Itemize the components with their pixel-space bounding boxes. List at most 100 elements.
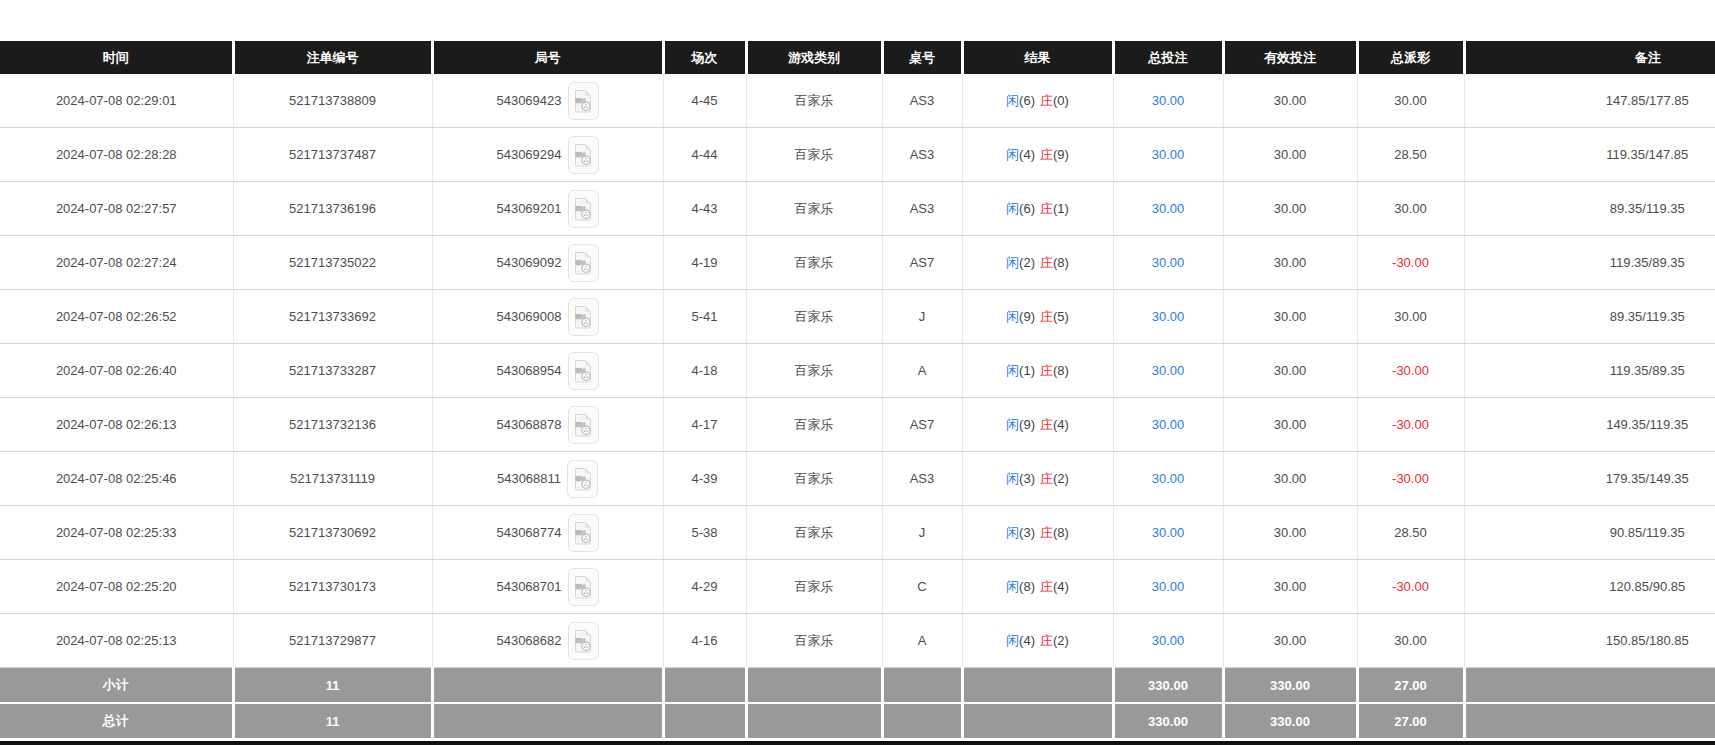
player-result-label: 闲	[1006, 471, 1019, 486]
game-type-cell: 百家乐	[746, 182, 882, 236]
total-bet-link[interactable]: 30.00	[1152, 525, 1185, 540]
video-replay-button[interactable]	[568, 406, 599, 444]
round-number: 543068811	[497, 471, 561, 486]
banker-result-label: 庄	[1040, 417, 1053, 432]
round-number: 543069423	[496, 93, 561, 108]
video-replay-button[interactable]	[568, 82, 599, 120]
player-result-points: (6)	[1019, 201, 1035, 216]
total-payout-cell: -30.00	[1357, 398, 1464, 452]
total-empty-game-type-cell	[746, 703, 882, 738]
video-replay-button[interactable]	[567, 460, 598, 498]
banker-result-points: (0)	[1053, 93, 1069, 108]
video-file-icon	[573, 197, 593, 221]
valid-bet-cell: 30.00	[1223, 452, 1357, 506]
round-number: 543068954	[496, 363, 561, 378]
table-number-cell: AS3	[882, 74, 962, 128]
bet-number-cell: 521713731119	[233, 452, 432, 506]
total-bet-link[interactable]: 30.00	[1152, 93, 1185, 108]
video-replay-button[interactable]	[568, 568, 599, 606]
total-bet-cell: 30.00	[1113, 128, 1223, 182]
time-cell: 2024-07-08 02:25:46	[0, 452, 233, 506]
banker-result-points: (9)	[1053, 147, 1069, 162]
result-cell: 闲(6)庄(0)	[962, 74, 1113, 128]
table-number-cell: J	[882, 290, 962, 344]
total-bet-link[interactable]: 30.00	[1152, 147, 1185, 162]
banker-result-label: 庄	[1040, 255, 1053, 270]
time-cell: 2024-07-08 02:26:52	[0, 290, 233, 344]
total-payout-cell: -30.00	[1357, 344, 1464, 398]
total-total-payout: 27.00	[1357, 703, 1464, 738]
table-head: 时间注单编号局号场次游戏类别桌号结果总投注有效投注总派彩备注	[0, 41, 1715, 74]
valid-bet-cell: 30.00	[1223, 290, 1357, 344]
header-remark: 备注	[1464, 41, 1715, 74]
banker-result-points: (8)	[1053, 255, 1069, 270]
player-result-label: 闲	[1006, 525, 1019, 540]
subtotal-valid-bet: 330.00	[1223, 668, 1357, 704]
video-replay-button[interactable]	[568, 352, 599, 390]
game-type-cell: 百家乐	[746, 452, 882, 506]
total-bet-cell: 30.00	[1113, 506, 1223, 560]
header-result: 结果	[962, 41, 1113, 74]
player-result-label: 闲	[1006, 309, 1019, 324]
subtotal-empty-round-cell	[432, 668, 663, 704]
round-cell: 543069092	[432, 236, 663, 290]
video-replay-button[interactable]	[568, 298, 599, 336]
total-bet-cell: 30.00	[1113, 452, 1223, 506]
video-replay-button[interactable]	[568, 622, 599, 660]
header-time: 时间	[0, 41, 233, 74]
bet-records-table-wrap: 时间注单编号局号场次游戏类别桌号结果总投注有效投注总派彩备注 2024-07-0…	[0, 41, 1715, 738]
banker-result-points: (8)	[1053, 525, 1069, 540]
video-file-icon	[573, 251, 593, 275]
round-cell: 543068774	[432, 506, 663, 560]
header-session: 场次	[663, 41, 746, 74]
time-cell: 2024-07-08 02:29:01	[0, 74, 233, 128]
round-number: 543068774	[496, 525, 561, 540]
round-number: 543068682	[496, 633, 561, 648]
banker-result-points: (8)	[1053, 363, 1069, 378]
round-cell: 543068954	[432, 344, 663, 398]
player-result-label: 闲	[1006, 93, 1019, 108]
subtotal-empty-table-number-cell	[882, 668, 962, 704]
result-cell: 闲(2)庄(8)	[962, 236, 1113, 290]
session-cell: 5-38	[663, 506, 746, 560]
remark-cell: 90.85/119.35	[1464, 506, 1715, 560]
total-bet-link[interactable]: 30.00	[1152, 633, 1185, 648]
valid-bet-cell: 30.00	[1223, 236, 1357, 290]
total-bet-link[interactable]: 30.00	[1152, 417, 1185, 432]
video-replay-button[interactable]	[568, 190, 599, 228]
video-replay-button[interactable]	[568, 514, 599, 552]
total-bet-link[interactable]: 30.00	[1152, 471, 1185, 486]
player-result-label: 闲	[1006, 417, 1019, 432]
table-number-cell: AS3	[882, 182, 962, 236]
result-cell: 闲(4)庄(2)	[962, 614, 1113, 668]
video-replay-button[interactable]	[568, 136, 599, 174]
session-cell: 4-45	[663, 74, 746, 128]
total-bet-link[interactable]: 30.00	[1152, 579, 1185, 594]
subtotal-empty-session-cell	[663, 668, 746, 704]
round-cell: 543069423	[432, 74, 663, 128]
banker-result-label: 庄	[1040, 309, 1053, 324]
time-cell: 2024-07-08 02:26:13	[0, 398, 233, 452]
time-cell: 2024-07-08 02:25:20	[0, 560, 233, 614]
total-bet-link[interactable]: 30.00	[1152, 309, 1185, 324]
subtotal-total-bet: 330.00	[1113, 668, 1223, 704]
total-bet-link[interactable]: 30.00	[1152, 201, 1185, 216]
total-bet-link[interactable]: 30.00	[1152, 255, 1185, 270]
video-replay-button[interactable]	[568, 244, 599, 282]
table-number-cell: AS7	[882, 236, 962, 290]
total-payout-cell: 30.00	[1357, 74, 1464, 128]
game-type-cell: 百家乐	[746, 506, 882, 560]
player-result-points: (2)	[1019, 255, 1035, 270]
total-empty-table-number-cell	[882, 703, 962, 738]
round-number: 543069201	[496, 201, 561, 216]
remark-cell: 179.35/149.35	[1464, 452, 1715, 506]
bet-records-table: 时间注单编号局号场次游戏类别桌号结果总投注有效投注总派彩备注 2024-07-0…	[0, 41, 1715, 738]
game-type-cell: 百家乐	[746, 290, 882, 344]
table-foot: 小计11330.00330.0027.00总计11330.00330.0027.…	[0, 668, 1715, 739]
result-cell: 闲(8)庄(4)	[962, 560, 1113, 614]
round-number: 543068878	[496, 417, 561, 432]
total-bet-link[interactable]: 30.00	[1152, 363, 1185, 378]
table-number-cell: J	[882, 506, 962, 560]
subtotal-label: 小计	[0, 668, 233, 704]
table-number-cell: AS3	[882, 452, 962, 506]
